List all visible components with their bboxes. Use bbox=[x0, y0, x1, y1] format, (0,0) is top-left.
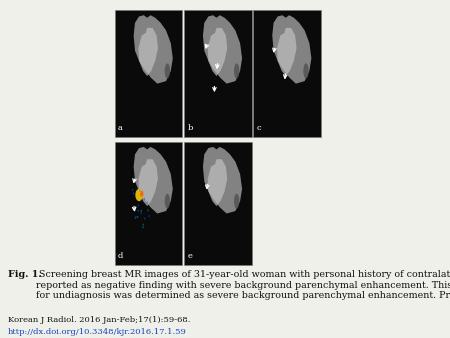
Ellipse shape bbox=[140, 210, 142, 212]
Polygon shape bbox=[208, 159, 227, 206]
Polygon shape bbox=[272, 15, 311, 83]
Text: Korean J Radiol. 2016 Jan-Feb;17(1):59-68.: Korean J Radiol. 2016 Jan-Feb;17(1):59-6… bbox=[8, 316, 190, 324]
Polygon shape bbox=[139, 28, 158, 76]
Bar bbox=[184, 142, 252, 265]
Ellipse shape bbox=[135, 189, 143, 201]
Polygon shape bbox=[203, 15, 242, 83]
Text: http://dx.doi.org/10.3348/kjr.2016.17.1.59: http://dx.doi.org/10.3348/kjr.2016.17.1.… bbox=[8, 328, 187, 336]
Bar bbox=[253, 10, 321, 137]
Polygon shape bbox=[203, 147, 242, 214]
Text: d: d bbox=[118, 252, 123, 260]
Polygon shape bbox=[139, 159, 158, 206]
Ellipse shape bbox=[133, 192, 134, 195]
Bar bbox=[184, 10, 252, 137]
Text: c: c bbox=[256, 124, 261, 132]
Polygon shape bbox=[208, 28, 227, 76]
Polygon shape bbox=[277, 28, 297, 76]
Ellipse shape bbox=[146, 201, 148, 204]
Ellipse shape bbox=[132, 189, 133, 191]
Ellipse shape bbox=[234, 63, 239, 78]
Polygon shape bbox=[134, 15, 173, 83]
Ellipse shape bbox=[140, 191, 144, 197]
Bar bbox=[115, 142, 182, 265]
Text: Fig. 1.: Fig. 1. bbox=[8, 270, 42, 280]
Ellipse shape bbox=[142, 226, 144, 228]
Ellipse shape bbox=[135, 216, 137, 218]
Ellipse shape bbox=[135, 217, 136, 219]
Ellipse shape bbox=[144, 198, 145, 200]
Text: Screening breast MR images of 31-year-old woman with personal history of contral: Screening breast MR images of 31-year-ol… bbox=[36, 270, 450, 300]
Ellipse shape bbox=[138, 204, 139, 207]
Ellipse shape bbox=[144, 217, 145, 220]
Ellipse shape bbox=[148, 215, 150, 217]
Ellipse shape bbox=[143, 223, 144, 226]
Ellipse shape bbox=[138, 210, 139, 212]
Text: e: e bbox=[188, 252, 192, 260]
Ellipse shape bbox=[137, 216, 138, 218]
Text: a: a bbox=[118, 124, 123, 132]
Bar bbox=[115, 10, 182, 137]
Ellipse shape bbox=[303, 63, 309, 78]
Ellipse shape bbox=[234, 194, 239, 209]
Ellipse shape bbox=[135, 206, 136, 208]
Ellipse shape bbox=[140, 212, 142, 215]
Ellipse shape bbox=[165, 194, 170, 209]
Polygon shape bbox=[134, 147, 173, 214]
Ellipse shape bbox=[165, 63, 170, 78]
Text: b: b bbox=[188, 124, 193, 132]
Ellipse shape bbox=[139, 189, 140, 192]
